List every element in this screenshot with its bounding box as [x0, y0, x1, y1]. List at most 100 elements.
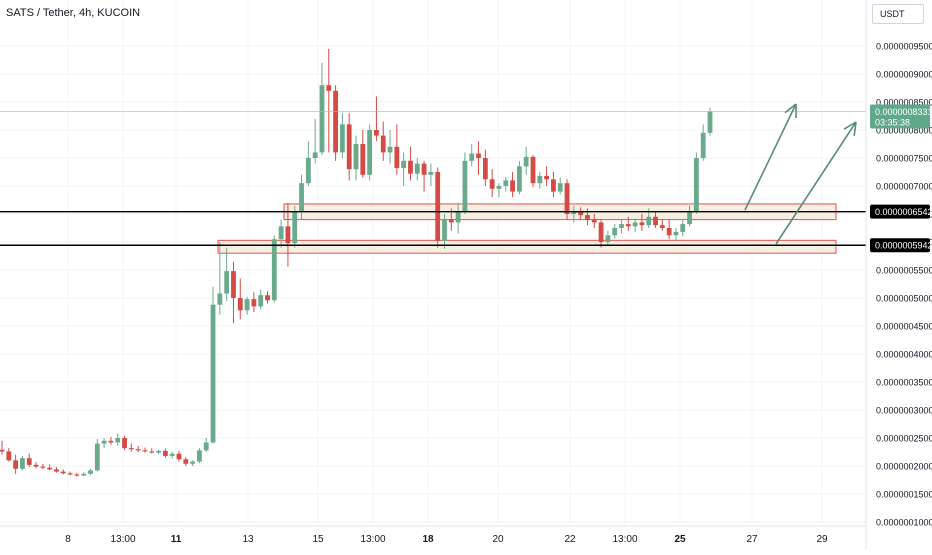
candle-body — [122, 438, 127, 448]
candle-body — [102, 441, 107, 444]
candle-body — [531, 157, 536, 183]
y-tick-label: 0.0000002500 — [876, 434, 932, 444]
candle[interactable] — [565, 179, 570, 219]
x-tick-label: 13 — [242, 534, 254, 545]
candle-body — [388, 147, 393, 153]
candle-body — [394, 147, 399, 168]
candle[interactable] — [435, 168, 440, 248]
candle-body — [320, 85, 325, 152]
candle-body — [585, 215, 590, 219]
candle-body — [626, 224, 631, 226]
candle-body — [129, 448, 134, 449]
candle-body — [544, 176, 549, 179]
x-tick-label: 27 — [746, 534, 758, 545]
candle-body — [177, 454, 182, 460]
candle-body — [367, 130, 372, 175]
candle-body — [381, 136, 386, 153]
candle-body — [190, 462, 195, 464]
candle-body — [68, 473, 73, 474]
candle-body — [238, 298, 243, 310]
candle[interactable] — [333, 85, 338, 161]
candle-body — [558, 183, 563, 191]
candle-body — [456, 211, 461, 222]
currency-selector[interactable]: USDT — [872, 4, 924, 24]
symbol-title: SATS / Tether, 4h, KUCOIN — [6, 7, 140, 19]
x-tick-label: 8 — [65, 534, 71, 545]
candle-body — [708, 112, 713, 133]
candle-body — [565, 183, 570, 214]
candle-body — [272, 239, 277, 300]
candle-body — [347, 124, 352, 169]
y-tick-label: 0.0000005000 — [876, 294, 932, 304]
candle-body — [217, 294, 222, 305]
y-tick-label: 0.0000001000 — [876, 518, 932, 528]
x-tick-label: 13:00 — [110, 534, 135, 545]
candle-body — [524, 157, 529, 167]
candle-body — [286, 226, 291, 243]
candle-body — [20, 458, 25, 469]
candle-body — [74, 474, 79, 475]
candle-body — [503, 180, 508, 186]
candle-body — [265, 295, 270, 300]
candle[interactable] — [531, 155, 536, 187]
candle[interactable] — [197, 448, 202, 463]
candle-body — [469, 154, 474, 161]
candle-body — [415, 164, 420, 174]
candle-body — [299, 183, 304, 211]
candle-body — [211, 305, 216, 443]
candle-body — [34, 465, 39, 467]
candle-body — [551, 179, 556, 191]
candle-body — [674, 232, 679, 235]
level-price-label: 0.0000005942 — [875, 241, 932, 251]
candle[interactable] — [367, 124, 372, 180]
candle-body — [245, 299, 250, 310]
candle-body — [292, 211, 297, 243]
current-price-label: 0.0000008331 — [875, 107, 932, 117]
candle-body — [6, 451, 11, 460]
candle[interactable] — [211, 287, 216, 444]
candle-body — [88, 470, 93, 473]
candle-body — [54, 469, 59, 471]
candle-body — [156, 451, 161, 453]
candle[interactable] — [694, 152, 699, 214]
candle-body — [449, 220, 454, 223]
candle[interactable] — [463, 152, 468, 214]
candle-body — [640, 222, 645, 225]
candle-body — [374, 130, 379, 136]
y-tick-label: 0.0000007500 — [876, 154, 932, 164]
candle-body — [497, 186, 502, 189]
support-zone[interactable] — [218, 240, 836, 253]
candle[interactable] — [708, 108, 713, 136]
y-tick-label: 0.0000007000 — [876, 182, 932, 192]
candle-body — [537, 176, 542, 183]
x-tick-label: 13:00 — [612, 534, 637, 545]
candle-body — [442, 220, 447, 241]
x-tick-label: 29 — [816, 534, 828, 545]
candle-body — [612, 228, 617, 235]
candle-body — [701, 133, 706, 158]
candle-body — [408, 161, 413, 174]
candle-body — [109, 441, 114, 443]
candle-body — [517, 166, 522, 191]
candle-body — [605, 235, 610, 242]
candle-body — [306, 158, 311, 183]
candle-body — [476, 154, 481, 158]
candle-body — [224, 271, 229, 293]
candle-body — [483, 158, 488, 179]
y-tick-label: 0.0000002000 — [876, 462, 932, 472]
candle[interactable] — [95, 439, 100, 471]
y-tick-label: 0.0000005500 — [876, 266, 932, 276]
candle-body — [680, 224, 685, 232]
y-tick-label: 0.0000009000 — [876, 70, 932, 80]
candle-body — [646, 217, 651, 225]
candle-body — [660, 225, 665, 228]
candle-body — [463, 161, 468, 211]
candle-body — [279, 226, 284, 239]
x-tick-label: 22 — [564, 534, 576, 545]
candle-body — [143, 450, 148, 451]
candle-body — [27, 458, 32, 465]
x-tick-label: 25 — [674, 534, 686, 545]
candle-body — [47, 468, 52, 470]
